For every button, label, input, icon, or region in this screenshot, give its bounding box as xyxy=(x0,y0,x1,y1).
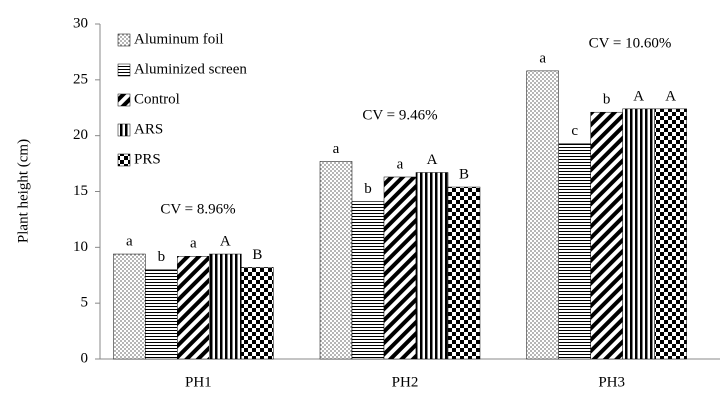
bar-letter: b xyxy=(158,249,166,265)
bar-letter: a xyxy=(190,236,197,252)
bar-letter: A xyxy=(220,233,231,249)
bar xyxy=(383,176,417,360)
bar xyxy=(145,269,178,360)
bar xyxy=(209,253,242,360)
bar xyxy=(177,256,210,360)
bar-letter: a xyxy=(126,233,133,249)
y-axis-label: Plant height (cm) xyxy=(15,139,31,243)
bar xyxy=(526,70,559,360)
bar-letter: a xyxy=(333,141,340,157)
y-tick-label: 5 xyxy=(81,295,89,311)
bar xyxy=(415,172,449,360)
y-tick-label: 30 xyxy=(73,15,88,31)
bar xyxy=(654,108,687,360)
y-tick-label: 25 xyxy=(73,71,88,87)
legend-swatch xyxy=(117,93,131,107)
y-tick-label: 0 xyxy=(81,350,89,366)
legend-label: Control xyxy=(134,91,180,107)
bar-letter: B xyxy=(252,247,262,263)
cv-annotation: CV = 10.60% xyxy=(589,35,672,51)
bar-letter: A xyxy=(427,152,438,168)
y-tick-label: 15 xyxy=(73,183,88,199)
x-tick-label: PH2 xyxy=(392,374,419,390)
bar-letter: b xyxy=(603,92,611,108)
legend-swatch xyxy=(117,63,131,77)
bar-letter: c xyxy=(571,123,578,139)
legend-label: Aluminum foil xyxy=(134,31,224,47)
bar xyxy=(622,108,655,360)
cv-annotation: CV = 8.96% xyxy=(160,201,235,217)
y-tick-label: 20 xyxy=(73,127,88,143)
x-tick-label: PH3 xyxy=(598,374,625,390)
bar xyxy=(447,186,481,360)
bar-letter: b xyxy=(364,181,372,197)
bar xyxy=(241,267,274,360)
x-tick-label: PH1 xyxy=(185,374,212,390)
bar xyxy=(113,253,146,360)
bar-letter: A xyxy=(633,88,644,104)
bar xyxy=(351,201,385,360)
legend-label: ARS xyxy=(134,121,163,137)
cv-annotation: CV = 9.46% xyxy=(362,107,437,123)
bar-letter: B xyxy=(459,166,469,182)
legend-swatch xyxy=(117,123,131,137)
bar-letter: a xyxy=(397,156,404,172)
legend-swatch xyxy=(117,153,131,167)
bar xyxy=(558,143,591,360)
legend-label: PRS xyxy=(134,151,161,167)
y-tick-label: 10 xyxy=(73,239,88,255)
bar-letter: a xyxy=(539,50,546,66)
bar xyxy=(319,161,353,360)
legend-label: Aluminized screen xyxy=(134,61,247,77)
bar-letter: A xyxy=(665,88,676,104)
bar xyxy=(590,111,623,360)
legend-swatch xyxy=(117,33,131,47)
